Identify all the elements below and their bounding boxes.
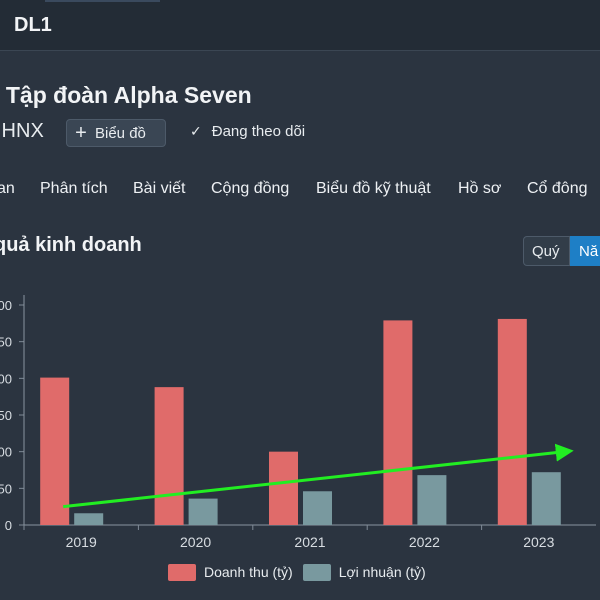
y-tick-label: 100 bbox=[0, 445, 12, 460]
legend-label-revenue: Doanh thu (tỷ) bbox=[204, 564, 293, 580]
legend-item-revenue[interactable]: Doanh thu (tỷ) bbox=[168, 563, 293, 581]
revenue-bar bbox=[497, 318, 527, 525]
revenue-bar bbox=[40, 377, 70, 525]
top-strip bbox=[45, 0, 160, 2]
x-tick-label: 2019 bbox=[66, 534, 97, 550]
y-tick-label: 150 bbox=[0, 408, 12, 423]
period-toggle: Quý Nă bbox=[523, 236, 600, 266]
profit-bar bbox=[531, 472, 561, 525]
x-tick-label: 2022 bbox=[409, 534, 440, 550]
nav-item-phan-tich[interactable]: Phân tích bbox=[40, 180, 108, 197]
chart-legend: Doanh thu (tỷ) Lợi nhuận (tỷ) bbox=[168, 562, 436, 582]
exchange-label: :HNX bbox=[0, 120, 44, 142]
revenue-bar bbox=[154, 387, 184, 525]
profit-bar bbox=[188, 498, 218, 525]
chart-button-label: Biểu đồ bbox=[95, 124, 146, 142]
top-bar: DL1 bbox=[0, 0, 600, 51]
nav-item-tong-quan[interactable]: an bbox=[0, 180, 15, 197]
ticker-title: DL1 bbox=[14, 14, 52, 36]
add-chart-button[interactable]: + Biểu đồ bbox=[66, 119, 166, 147]
business-results-chart: 0 50 100 150 200 250 300 2019 2020 2021 2022 2023 bbox=[0, 295, 596, 550]
revenue-bar bbox=[269, 451, 298, 525]
legend-swatch-revenue bbox=[168, 563, 196, 581]
legend-item-profit[interactable]: Lợi nhuận (tỷ) bbox=[302, 563, 426, 581]
legend-label-profit: Lợi nhuận (tỷ) bbox=[338, 564, 426, 580]
nav-item-bai-viet[interactable]: Bài viết bbox=[133, 180, 186, 197]
x-tick-label: 2023 bbox=[523, 534, 554, 550]
quarter-tab[interactable]: Quý bbox=[523, 236, 570, 266]
trend-arrow bbox=[63, 443, 574, 509]
y-tick-label: 200 bbox=[0, 371, 12, 386]
y-tick-label: 300 bbox=[0, 298, 12, 313]
legend-swatch-profit bbox=[302, 563, 331, 581]
x-tick-label: 2020 bbox=[180, 534, 211, 550]
company-name: ' Tập đoàn Alpha Seven bbox=[0, 82, 252, 108]
nav-item-cong-dong[interactable]: Cộng đồng bbox=[211, 180, 290, 197]
profit-bar bbox=[303, 491, 332, 525]
x-tick-label: 2021 bbox=[294, 534, 325, 550]
main-nav: an Phân tích Bài viết Cộng đồng Biểu đồ … bbox=[0, 178, 600, 206]
check-icon: ✓ bbox=[190, 123, 202, 139]
revenue-bar bbox=[383, 320, 413, 525]
follow-label: Đang theo dõi bbox=[211, 123, 306, 140]
nav-item-co-dong[interactable]: Cổ đông bbox=[527, 180, 588, 197]
nav-item-bieu-do-ky-thuat[interactable]: Biểu đồ kỹ thuật bbox=[316, 180, 431, 197]
nav-item-ho-so[interactable]: Hồ sơ bbox=[458, 180, 502, 197]
plus-icon: + bbox=[75, 122, 87, 144]
profit-bar bbox=[417, 475, 447, 525]
y-tick-label: 250 bbox=[0, 335, 12, 350]
y-tick-label: 0 bbox=[5, 518, 12, 533]
profit-bar bbox=[74, 513, 104, 525]
year-tab[interactable]: Nă bbox=[570, 236, 600, 266]
business-results-title: quả kinh doanh bbox=[0, 234, 142, 256]
follow-toggle[interactable]: ✓ Đang theo dõi bbox=[190, 123, 305, 140]
y-tick-label: 50 bbox=[0, 481, 12, 496]
